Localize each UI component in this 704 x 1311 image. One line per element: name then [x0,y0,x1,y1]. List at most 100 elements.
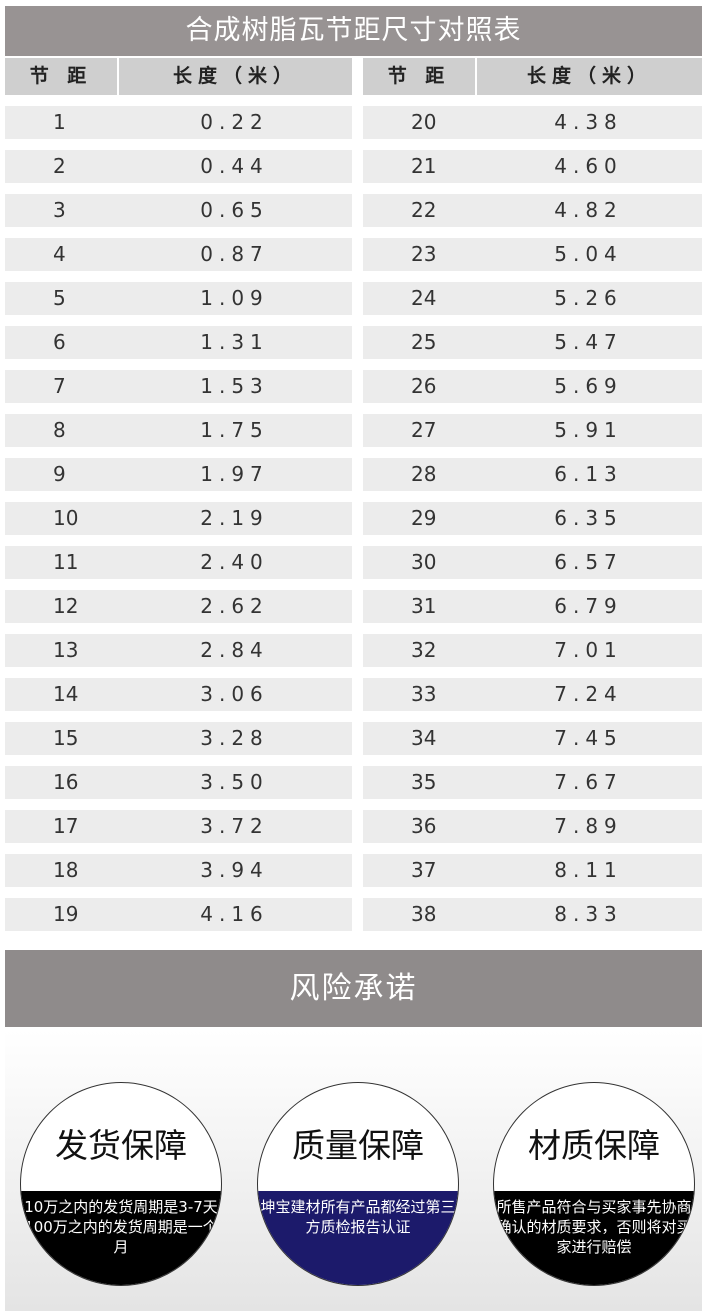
table-row: 27 5.91 [363,414,702,447]
table-row: 35 7.67 [363,766,702,799]
guarantee-material: 材质保障 所售产品符合与买家事先协商确认的材质要求，否则将对买家进行赔偿 [493,1082,695,1286]
length-cell: 3.50 [200,770,269,794]
length-cell: 5.69 [554,374,623,398]
length-cell: 5.04 [554,242,623,266]
pitch-cell: 27 [411,418,437,442]
length-cell: 1.31 [200,330,269,354]
length-cell: 3.94 [200,858,269,882]
table-row: 22 4.82 [363,194,702,227]
pitch-cell: 18 [53,858,79,882]
table-row: 4 0.87 [5,238,352,271]
table-header: 节 距 长度（米） [363,58,702,95]
pitch-cell: 20 [411,110,437,134]
pitch-cell: 9 [53,462,66,486]
length-cell: 1.53 [200,374,269,398]
length-cell: 1.97 [200,462,269,486]
length-cell: 6.79 [554,594,623,618]
length-cell: 5.26 [554,286,623,310]
table-row: 6 1.31 [5,326,352,359]
table-row: 19 4.16 [5,898,352,931]
table-row: 9 1.97 [5,458,352,491]
size-table-right: 节 距 长度（米） 20 4.38 21 4.60 22 4.82 23 5.04 24 5.26… [363,58,702,931]
length-cell: 0.65 [200,198,269,222]
risk-promise-banner: 风险承诺 [5,950,702,1027]
pitch-cell: 5 [53,286,66,310]
guarantee-text: 坤宝建材所有产品都经过第三方质检报告认证 [258,1191,458,1285]
header-pitch: 节 距 [363,58,477,95]
table-row: 37 8.11 [363,854,702,887]
length-cell: 4.82 [554,198,623,222]
table-row: 30 6.57 [363,546,702,579]
length-cell: 7.45 [554,726,623,750]
table-row: 24 5.26 [363,282,702,315]
length-cell: 1.75 [200,418,269,442]
pitch-cell: 14 [53,682,79,706]
length-cell: 8.11 [554,858,623,882]
pitch-cell: 22 [411,198,437,222]
page-title: 合成树脂瓦节距尺寸对照表 [5,6,702,56]
guarantee-title: 材质保障 [528,1126,660,1165]
pitch-cell: 32 [411,638,437,662]
length-cell: 7.24 [554,682,623,706]
length-cell: 1.09 [200,286,269,310]
pitch-cell: 1 [53,110,66,134]
table-row: 38 8.33 [363,898,702,931]
length-cell: 6.13 [554,462,623,486]
pitch-cell: 8 [53,418,66,442]
length-cell: 7.89 [554,814,623,838]
pitch-cell: 19 [53,902,79,926]
pitch-cell: 6 [53,330,66,354]
table-row: 2 0.44 [5,150,352,183]
table-row: 36 7.89 [363,810,702,843]
length-cell: 4.60 [554,154,623,178]
table-row: 13 2.84 [5,634,352,667]
pitch-cell: 4 [53,242,66,266]
pitch-cell: 15 [53,726,79,750]
pitch-cell: 7 [53,374,66,398]
pitch-cell: 35 [411,770,437,794]
table-row: 29 6.35 [363,502,702,535]
table-row: 32 7.01 [363,634,702,667]
length-cell: 8.33 [554,902,623,926]
pitch-cell: 30 [411,550,437,574]
table-row: 16 3.50 [5,766,352,799]
length-cell: 2.19 [200,506,269,530]
length-cell: 3.06 [200,682,269,706]
pitch-cell: 3 [53,198,66,222]
table-row: 12 2.62 [5,590,352,623]
guarantee-title: 质量保障 [292,1126,424,1165]
table-row: 1 0.22 [5,106,352,139]
table-row: 20 4.38 [363,106,702,139]
length-cell: 0.87 [200,242,269,266]
table-row: 28 6.13 [363,458,702,491]
pitch-cell: 11 [53,550,79,574]
guarantee-text: 10万之内的发货周期是3-7天100万之内的发货周期是一个月 [21,1191,221,1285]
pitch-cell: 12 [53,594,79,618]
pitch-cell: 17 [53,814,79,838]
table-row: 17 3.72 [5,810,352,843]
table-header: 节 距 长度（米） [5,58,352,95]
table-row: 26 5.69 [363,370,702,403]
table-row: 34 7.45 [363,722,702,755]
table-row: 7 1.53 [5,370,352,403]
header-pitch: 节 距 [5,58,119,95]
pitch-cell: 28 [411,462,437,486]
length-cell: 5.91 [554,418,623,442]
table-row: 8 1.75 [5,414,352,447]
pitch-cell: 2 [53,154,66,178]
pitch-cell: 29 [411,506,437,530]
pitch-cell: 10 [53,506,79,530]
pitch-cell: 25 [411,330,437,354]
pitch-cell: 36 [411,814,437,838]
pitch-cell: 34 [411,726,437,750]
length-cell: 2.62 [200,594,269,618]
length-cell: 7.67 [554,770,623,794]
table-row: 11 2.40 [5,546,352,579]
length-cell: 7.01 [554,638,623,662]
table-row: 25 5.47 [363,326,702,359]
length-cell: 2.40 [200,550,269,574]
length-cell: 4.16 [200,902,269,926]
length-cell: 0.44 [200,154,269,178]
pitch-cell: 37 [411,858,437,882]
pitch-cell: 13 [53,638,79,662]
